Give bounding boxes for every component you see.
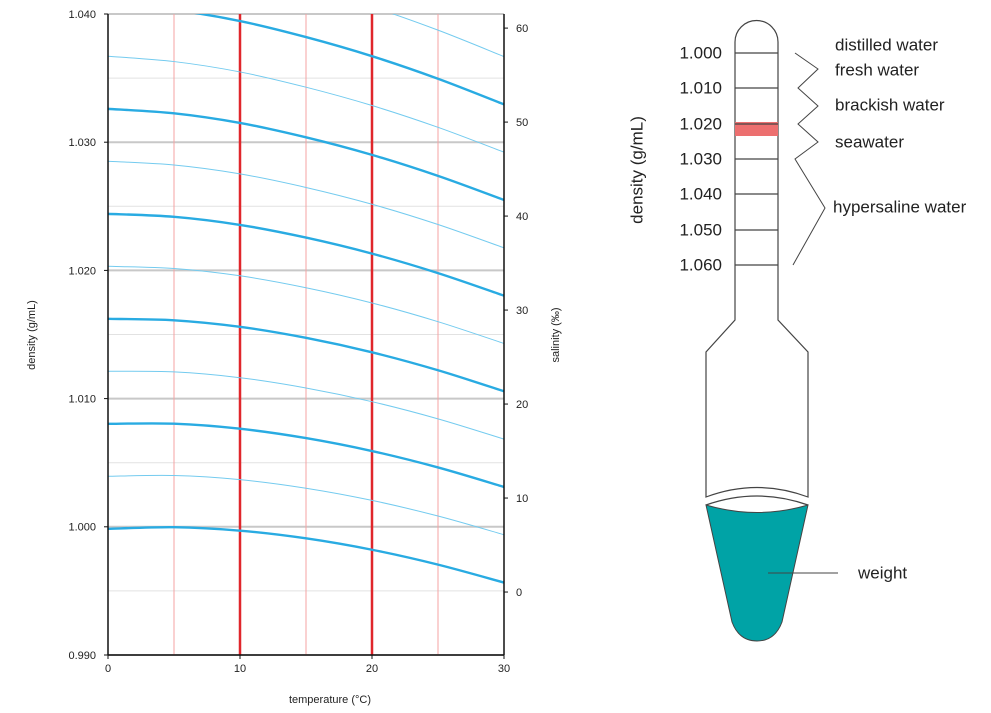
density-curve	[391, 14, 504, 58]
y2-tick-label: 40	[516, 211, 528, 223]
y-tick-label: 1.030	[68, 137, 96, 149]
y2-tick-label: 10	[516, 493, 528, 505]
density-curve	[108, 160, 504, 249]
y-tick-label: 1.020	[68, 265, 96, 277]
y2-tick-label: 30	[516, 305, 528, 317]
y-tick-label: 0.990	[68, 650, 96, 662]
scale-label: 1.040	[679, 184, 722, 203]
chart: 0.990 1.000 1.010 1.020 1.030 1.040 0 10 20 30 40 5…	[68, 0, 528, 675]
zone-label: hypersaline water	[833, 197, 967, 216]
y-tick-label: 1.000	[68, 522, 96, 534]
x-axis-label: temperature (°C)	[289, 694, 371, 706]
zone-label: fresh water	[835, 60, 919, 79]
density-curve	[108, 474, 504, 536]
y2-tick-label: 50	[516, 117, 528, 129]
zone-label: brackish water	[835, 95, 945, 114]
x-tick-label: 30	[498, 663, 510, 675]
density-curve	[108, 265, 504, 344]
scale-lines	[735, 52, 778, 266]
density-curve	[108, 525, 504, 584]
y-axis-label: density (g/mL)	[26, 300, 38, 370]
x-tick-label: 10	[234, 663, 246, 675]
weight-label: weight	[857, 563, 907, 582]
y2-tick-label: 0	[516, 587, 522, 599]
scale-label: 1.050	[679, 220, 722, 239]
density-curve	[108, 55, 504, 153]
y2-tick-label: 20	[516, 399, 528, 411]
scale-label: 1.000	[679, 43, 722, 62]
zone-brackets	[792, 52, 826, 266]
zone-label: distilled water	[835, 35, 938, 54]
scale-label: 1.030	[679, 149, 722, 168]
y-tick-label: 1.010	[68, 394, 96, 406]
zone-label: seawater	[835, 132, 904, 151]
density-curve	[108, 107, 504, 202]
x-tick-label: 0	[105, 663, 111, 675]
hydrometer-body	[705, 19, 809, 498]
x-tick-label: 20	[366, 663, 378, 675]
hydrometer: 1.000 1.010 1.020 1.030 1.040 1.050 1.06…	[627, 19, 967, 642]
hydrometer-band	[705, 495, 809, 506]
hydrometer-axis-label: density (g/mL)	[627, 116, 646, 224]
weight	[705, 504, 809, 642]
scale-label: 1.060	[679, 255, 722, 274]
seawater-band	[735, 122, 778, 136]
density-curve	[108, 317, 504, 393]
density-curve	[108, 370, 504, 440]
y-tick-label: 1.040	[68, 9, 96, 21]
scale-label: 1.020	[679, 114, 722, 133]
density-curve	[194, 14, 504, 106]
scale-label: 1.010	[679, 78, 722, 97]
y2-axis-label: salinity (‰)	[550, 307, 562, 362]
density-curve	[108, 212, 504, 297]
plot-area	[108, 0, 504, 584]
density-curve	[108, 0, 504, 9]
y2-tick-label: 60	[516, 23, 528, 35]
density-curve	[108, 422, 504, 489]
